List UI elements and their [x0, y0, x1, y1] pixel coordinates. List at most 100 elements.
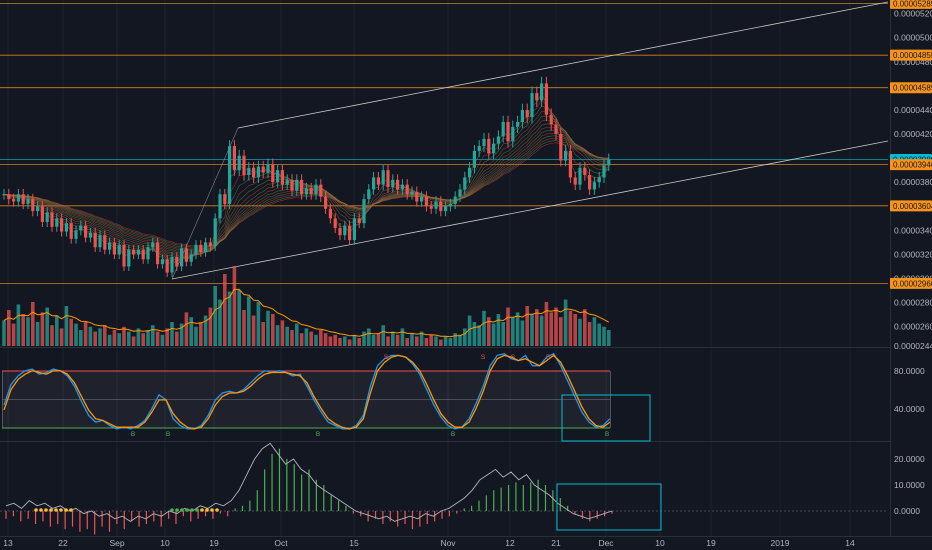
candle-body-40[interactable] — [194, 244, 198, 255]
candle-body-67[interactable] — [324, 196, 328, 209]
candle-body-85[interactable] — [410, 191, 414, 195]
candle-body-30[interactable] — [146, 247, 150, 260]
time-axis[interactable]: 13 22 Sep 10 19 Oct 15 Nov 12 21 Dec 10 19 2019 14 — [3, 538, 855, 548]
candle-body-80[interactable] — [386, 170, 390, 188]
candle-body-66[interactable] — [319, 184, 323, 197]
candle-body-55[interactable] — [266, 164, 270, 173]
candle-body-48[interactable] — [232, 146, 236, 171]
candle-body-78[interactable] — [376, 177, 380, 185]
channel-lower-line[interactable] — [171, 140, 889, 280]
candle-body-99[interactable] — [477, 146, 481, 151]
candle-body-106[interactable] — [511, 126, 515, 142]
candle-body-10[interactable] — [50, 212, 54, 227]
candle-body-77[interactable] — [372, 177, 376, 190]
candle-body-86[interactable] — [415, 191, 419, 202]
candle-body-101[interactable] — [487, 138, 491, 154]
candle-body-64[interactable] — [309, 188, 313, 195]
candle-body-89[interactable] — [429, 206, 433, 209]
candle-body-97[interactable] — [468, 167, 472, 178]
candle-body-62[interactable] — [300, 179, 304, 195]
candle-body-113[interactable] — [544, 83, 548, 115]
candle-body-92[interactable] — [444, 206, 448, 212]
candle-body-121[interactable] — [583, 167, 587, 175]
candle-body-75[interactable] — [362, 199, 366, 224]
candle-body-20[interactable] — [98, 235, 102, 248]
candle-body-11[interactable] — [55, 218, 59, 227]
candle-body-41[interactable] — [199, 244, 203, 253]
candle-body-23[interactable] — [112, 242, 116, 255]
candle-body-36[interactable] — [175, 256, 179, 267]
candle-body-28[interactable] — [136, 249, 140, 255]
candle-body-13[interactable] — [64, 223, 68, 232]
candle-body-31[interactable] — [151, 242, 155, 248]
candle-body-37[interactable] — [180, 248, 184, 267]
candle-body-51[interactable] — [247, 167, 251, 175]
candle-body-56[interactable] — [271, 164, 275, 183]
candle-body-105[interactable] — [506, 122, 510, 142]
candle-body-116[interactable] — [559, 134, 563, 161]
candle-body-4[interactable] — [21, 194, 25, 204]
candle-body-83[interactable] — [400, 184, 404, 190]
candle-body-114[interactable] — [549, 114, 553, 125]
candle-body-96[interactable] — [463, 177, 467, 190]
candle-body-46[interactable] — [223, 194, 227, 204]
candle-body-71[interactable] — [343, 225, 347, 236]
candle-body-76[interactable] — [367, 189, 371, 200]
candle-body-49[interactable] — [237, 155, 241, 171]
candle-body-8[interactable] — [40, 206, 44, 222]
candle-body-1[interactable] — [7, 194, 11, 200]
candle-body-94[interactable] — [453, 196, 457, 204]
candle-body-6[interactable] — [31, 199, 35, 212]
candle-body-0[interactable] — [2, 194, 6, 196]
candle-body-53[interactable] — [256, 166, 260, 178]
candle-body-34[interactable] — [165, 259, 169, 273]
candle-body-17[interactable] — [84, 225, 88, 238]
candle-body-81[interactable] — [391, 179, 395, 188]
candle-body-54[interactable] — [261, 166, 265, 173]
price-level-tag-1[interactable] — [890, 49, 932, 61]
candle-body-5[interactable] — [26, 199, 30, 204]
candle-body-16[interactable] — [79, 225, 83, 231]
candle-body-2[interactable] — [12, 199, 16, 202]
candle-body-29[interactable] — [141, 249, 145, 260]
candle-body-69[interactable] — [333, 218, 337, 228]
candle-body-107[interactable] — [516, 122, 520, 127]
candle-body-61[interactable] — [295, 179, 299, 191]
candle-body-72[interactable] — [348, 225, 352, 241]
candle-body-90[interactable] — [434, 201, 438, 209]
candle-body-52[interactable] — [252, 167, 256, 178]
candle-body-27[interactable] — [132, 249, 136, 255]
price-level-tag-6[interactable] — [890, 277, 932, 289]
candle-body-102[interactable] — [492, 143, 496, 154]
candle-body-22[interactable] — [108, 242, 112, 250]
candle-body-12[interactable] — [60, 218, 64, 232]
candle-body-42[interactable] — [204, 242, 208, 253]
candle-body-79[interactable] — [381, 170, 385, 185]
stochastic-panel[interactable]: S S S S B B B B B — [2, 352, 651, 442]
candle-body-73[interactable] — [352, 218, 356, 241]
candle-body-117[interactable] — [564, 150, 568, 161]
price-axis[interactable]: 0.000052000.000050000.000048000.00004600… — [890, 0, 932, 516]
candle-body-7[interactable] — [36, 206, 40, 212]
price-level-tag-0[interactable] — [890, 0, 932, 9]
candle-body-122[interactable] — [588, 175, 592, 190]
candle-body-21[interactable] — [103, 235, 107, 250]
candle-body-118[interactable] — [568, 150, 572, 178]
candle-body-103[interactable] — [496, 136, 500, 144]
candle-body-98[interactable] — [472, 150, 476, 168]
candle-body-68[interactable] — [328, 208, 332, 219]
candle-body-125[interactable] — [602, 165, 606, 178]
candle-body-120[interactable] — [578, 167, 582, 185]
candle-body-70[interactable] — [338, 227, 342, 236]
candle-body-65[interactable] — [314, 184, 318, 195]
candle-body-59[interactable] — [285, 179, 289, 185]
candle-body-39[interactable] — [189, 254, 193, 262]
candle-body-110[interactable] — [530, 93, 534, 118]
candle-body-15[interactable] — [74, 230, 78, 239]
candle-body-18[interactable] — [88, 232, 92, 238]
candle-body-112[interactable] — [540, 83, 544, 101]
candle-body-38[interactable] — [184, 248, 188, 262]
candle-body-88[interactable] — [424, 196, 428, 207]
candle-body-50[interactable] — [242, 155, 246, 175]
